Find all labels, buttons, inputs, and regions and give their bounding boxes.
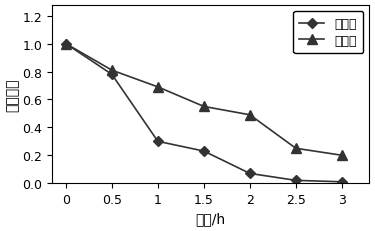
修饰酶	[64, 43, 68, 46]
修饰酶	[294, 147, 298, 150]
修饰酶	[340, 154, 344, 157]
野生酶	[340, 181, 344, 183]
修饰酶	[156, 86, 160, 89]
Line: 野生酶: 野生酶	[62, 41, 346, 186]
Legend: 野生酶, 修饰酶: 野生酶, 修饰酶	[293, 12, 363, 54]
修饰酶	[110, 70, 114, 72]
野生酶	[110, 74, 114, 76]
X-axis label: 时间/h: 时间/h	[196, 212, 226, 225]
Y-axis label: 相对酶活: 相对酶活	[6, 78, 20, 111]
修饰酶	[202, 106, 206, 108]
Line: 修饰酶: 修饰酶	[61, 40, 347, 160]
野生酶	[64, 43, 68, 46]
野生酶	[202, 150, 206, 153]
野生酶	[294, 179, 298, 182]
野生酶	[248, 172, 252, 175]
野生酶	[156, 140, 160, 143]
修饰酶	[248, 114, 252, 117]
